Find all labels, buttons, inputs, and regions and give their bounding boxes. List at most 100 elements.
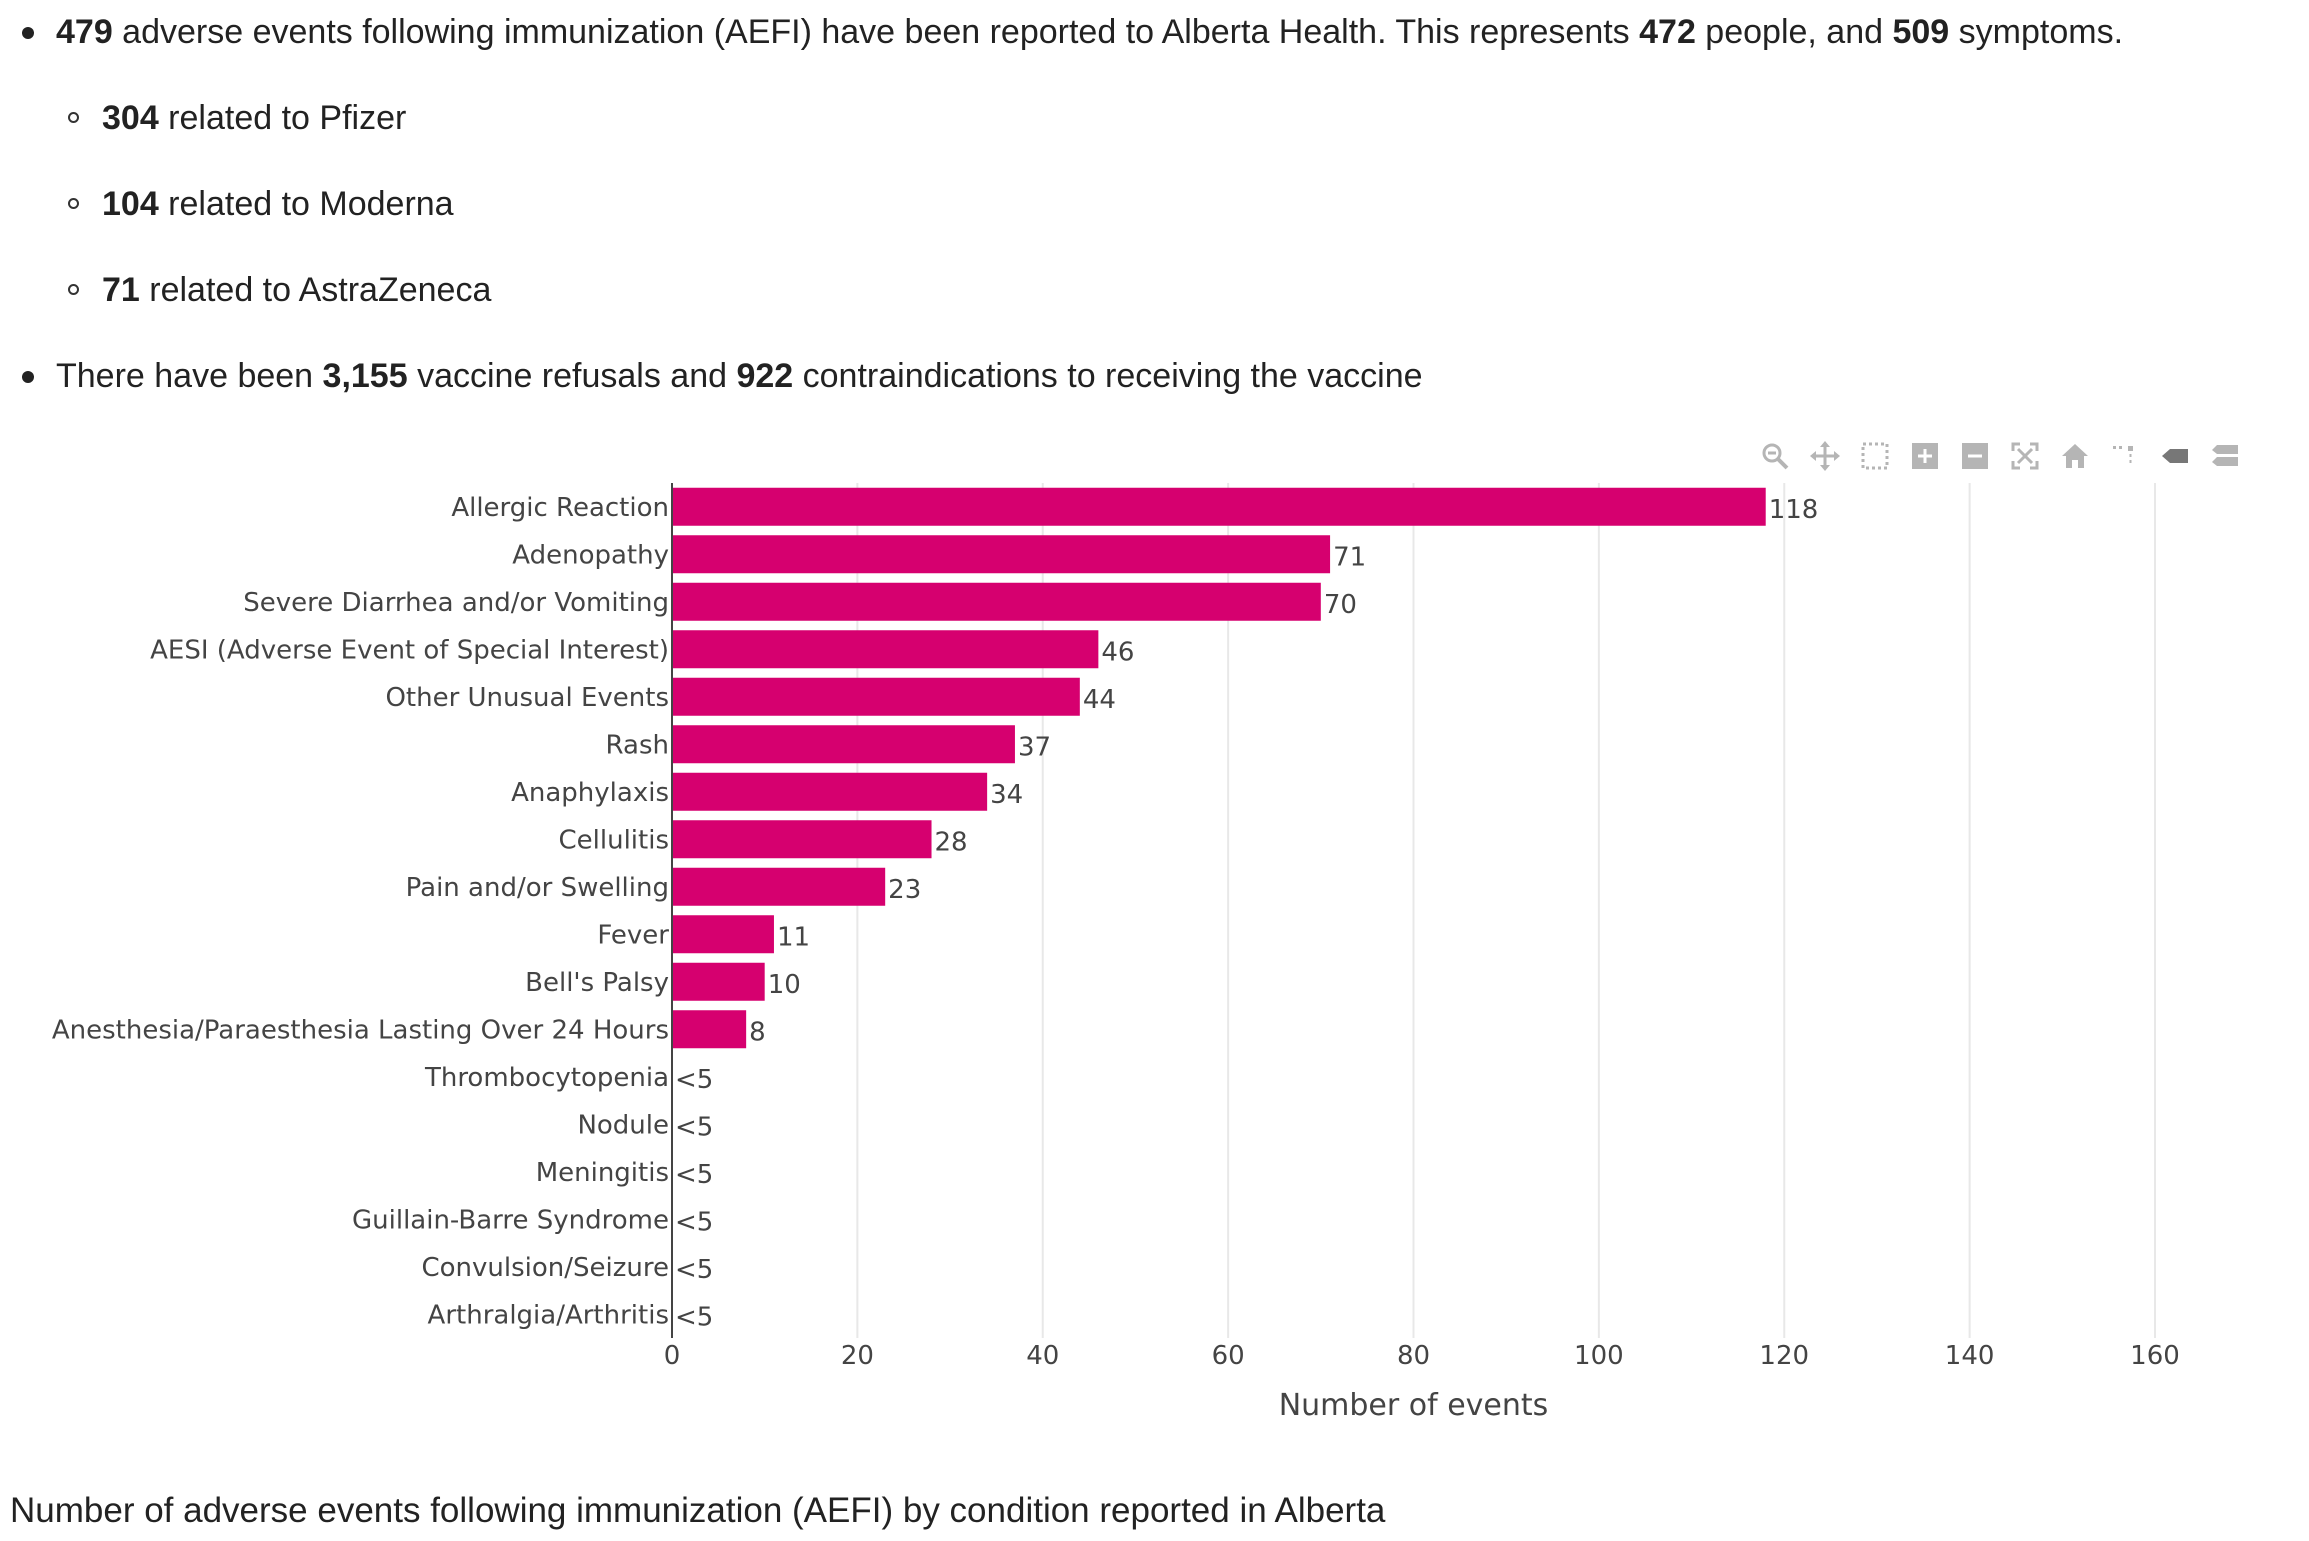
hover-closest-icon bbox=[2162, 449, 2188, 463]
astrazeneca-text: related to AstraZeneca bbox=[139, 271, 492, 309]
x-axis-title: Number of events bbox=[1279, 1388, 1549, 1423]
bar bbox=[672, 962, 765, 1001]
bar-value-label: 71 bbox=[1333, 542, 1366, 572]
bar bbox=[672, 820, 932, 859]
x-tick-label: 40 bbox=[1026, 1341, 1059, 1371]
bar bbox=[672, 582, 1321, 621]
bar-value-label: 44 bbox=[1083, 685, 1116, 715]
hover-closest-button[interactable] bbox=[2150, 436, 2200, 476]
bar-value-label: 11 bbox=[777, 922, 810, 952]
bar-value-label: <5 bbox=[675, 1112, 713, 1142]
bar-value-label: 46 bbox=[1101, 637, 1134, 667]
symptoms-count: 509 bbox=[1892, 13, 1950, 51]
bar-value-label: 28 bbox=[935, 827, 968, 857]
bar-value-label: 34 bbox=[990, 780, 1023, 810]
box-select-icon bbox=[1861, 442, 1889, 470]
hover-compare-button[interactable] bbox=[2200, 436, 2250, 476]
pfizer-count: 304 bbox=[102, 99, 159, 137]
people-count: 472 bbox=[1639, 13, 1696, 51]
sub-bullet-moderna: 104 related to Moderna bbox=[68, 184, 454, 224]
y-tick-label: Nodule bbox=[577, 1110, 669, 1140]
y-tick-label: Rash bbox=[606, 730, 669, 760]
bar-value-label: 23 bbox=[888, 875, 921, 905]
bar bbox=[672, 915, 774, 954]
chart-modebar bbox=[1750, 436, 2250, 476]
y-tick-label: Severe Diarrhea and/or Vomiting bbox=[243, 588, 669, 618]
zoom-icon bbox=[1762, 443, 1789, 470]
bar bbox=[672, 535, 1331, 574]
x-tick-label: 140 bbox=[1945, 1341, 1995, 1371]
spike-lines-button[interactable] bbox=[2100, 436, 2150, 476]
autoscale-button[interactable] bbox=[2000, 436, 2050, 476]
y-tick-label: Allergic Reaction bbox=[451, 493, 669, 523]
x-tick-label: 160 bbox=[2130, 1341, 2180, 1371]
reset-axes-icon bbox=[2062, 444, 2088, 468]
x-tick-label: 0 bbox=[664, 1341, 681, 1371]
bar-value-label: <5 bbox=[675, 1207, 713, 1237]
y-tick-label: Bell's Palsy bbox=[525, 968, 669, 998]
y-tick-label: Guillain-Barre Syndrome bbox=[352, 1205, 669, 1235]
y-tick-label: Other Unusual Events bbox=[385, 683, 669, 713]
bar bbox=[672, 677, 1080, 716]
sub-bullet-circle-icon bbox=[68, 284, 79, 295]
bar-value-label: 118 bbox=[1769, 495, 1819, 525]
pan-icon bbox=[1810, 441, 1840, 471]
bar-value-label: <5 bbox=[675, 1160, 713, 1190]
y-tick-label: Anaphylaxis bbox=[511, 778, 669, 808]
reset-axes-button[interactable] bbox=[2050, 436, 2100, 476]
y-tick-label: AESI (Adverse Event of Special Interest) bbox=[150, 635, 669, 665]
autoscale-icon bbox=[2011, 442, 2039, 470]
bar-value-label: 8 bbox=[749, 1017, 766, 1047]
x-tick-label: 80 bbox=[1397, 1341, 1430, 1371]
x-tick-label: 120 bbox=[1759, 1341, 1809, 1371]
sub-bullet-circle-icon bbox=[68, 198, 79, 209]
y-tick-label: Convulsion/Seizure bbox=[421, 1253, 669, 1283]
x-tick-label: 100 bbox=[1574, 1341, 1624, 1371]
refusals-text-1: There have been bbox=[56, 357, 323, 395]
bar-value-label: 10 bbox=[768, 970, 801, 1000]
hover-compare-icon bbox=[2212, 445, 2238, 466]
bar bbox=[672, 867, 886, 906]
bar bbox=[672, 725, 1015, 764]
contraindications-count: 922 bbox=[736, 357, 794, 395]
bar bbox=[672, 630, 1099, 669]
pfizer-text: related to Pfizer bbox=[158, 99, 407, 137]
sub-bullet-pfizer: 304 related to Pfizer bbox=[68, 98, 407, 138]
bar bbox=[672, 772, 988, 811]
zoom-button[interactable] bbox=[1750, 436, 1800, 476]
x-tick-label: 20 bbox=[841, 1341, 874, 1371]
bullet-aefi-total: 479 adverse events following immunizatio… bbox=[22, 12, 2124, 52]
refusals-text-2: vaccine refusals and bbox=[407, 357, 737, 395]
bar-value-label: 70 bbox=[1324, 590, 1357, 620]
y-tick-label: Pain and/or Swelling bbox=[406, 873, 669, 903]
bullet-dot-icon bbox=[22, 371, 34, 383]
zoom-out-icon bbox=[1962, 443, 1988, 469]
moderna-text: related to Moderna bbox=[158, 185, 454, 223]
bullet-dot-icon bbox=[22, 27, 34, 39]
y-tick-label: Fever bbox=[597, 920, 669, 950]
aefi-text-3: symptoms. bbox=[1949, 13, 2124, 51]
box-select-button[interactable] bbox=[1850, 436, 1900, 476]
aefi-text-1: adverse events following immunization (A… bbox=[112, 13, 1640, 51]
zoom-in-icon bbox=[1912, 443, 1938, 469]
zoom-in-button[interactable] bbox=[1900, 436, 1950, 476]
zoom-out-button[interactable] bbox=[1950, 436, 2000, 476]
refusals-count: 3,155 bbox=[322, 357, 408, 395]
sub-bullet-astrazeneca: 71 related to AstraZeneca bbox=[68, 270, 492, 310]
y-tick-label: Anesthesia/Paraesthesia Lasting Over 24 … bbox=[52, 1015, 669, 1045]
moderna-count: 104 bbox=[102, 185, 159, 223]
pan-button[interactable] bbox=[1800, 436, 1850, 476]
chart-caption: Number of adverse events following immun… bbox=[10, 1491, 1386, 1530]
bar-value-label: 37 bbox=[1018, 732, 1051, 762]
y-tick-label: Meningitis bbox=[536, 1158, 669, 1188]
sub-bullet-circle-icon bbox=[68, 112, 79, 123]
x-tick-label: 60 bbox=[1212, 1341, 1245, 1371]
aefi-count: 479 bbox=[56, 13, 113, 51]
y-tick-label: Adenopathy bbox=[512, 540, 669, 570]
bar-value-label: <5 bbox=[675, 1302, 713, 1332]
y-tick-label: Thrombocytopenia bbox=[424, 1063, 669, 1093]
y-tick-label: Cellulitis bbox=[559, 825, 670, 855]
y-tick-label: Arthralgia/Arthritis bbox=[428, 1300, 669, 1330]
spike-lines-icon bbox=[2113, 446, 2133, 463]
